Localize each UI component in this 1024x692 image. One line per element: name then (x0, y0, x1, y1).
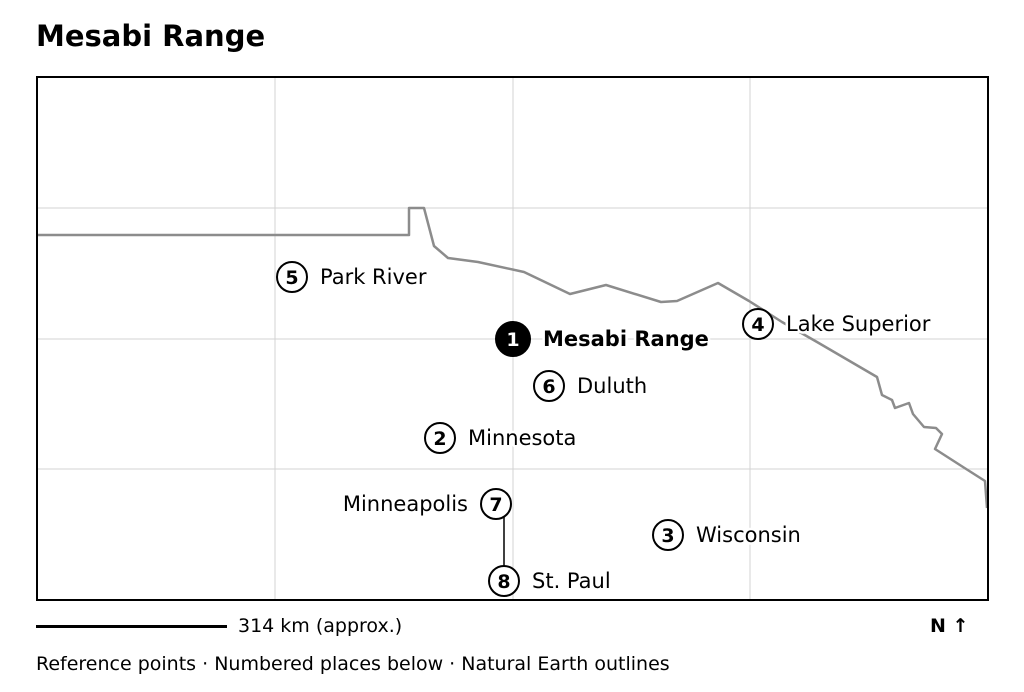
map-marker-3[interactable]: 3 Wisconsin (652, 519, 803, 551)
marker-circle[interactable] (488, 565, 520, 597)
map-caption: Reference points · Numbered places below… (36, 653, 670, 675)
map-marker-1[interactable]: 1 Mesabi Range (495, 321, 711, 357)
marker-label: Lake Superior (786, 312, 931, 336)
map-canvas[interactable]: 1 Mesabi Range 2 Minnesota 3 Wisconsin 4 Lake S… (38, 78, 987, 599)
marker-label: Minnesota (468, 426, 576, 450)
boundary-line (38, 206, 987, 509)
marker-number: 8 (497, 571, 510, 593)
map-marker-8[interactable]: 8 St. Paul (488, 565, 613, 597)
marker-number: 7 (489, 494, 502, 516)
marker-label: Mesabi Range (543, 327, 709, 351)
marker-number: 5 (285, 267, 298, 289)
marker-label: Wisconsin (696, 523, 801, 547)
map-marker-7[interactable]: 7 Minneapolis (340, 488, 512, 520)
scale-bar-group: 314 km (approx.) (36, 612, 402, 640)
marker-number: 6 (542, 376, 555, 398)
page-title: Mesabi Range (36, 19, 266, 53)
marker-circle[interactable] (424, 422, 456, 454)
marker-circle[interactable] (652, 519, 684, 551)
marker-label: St. Paul (532, 569, 611, 593)
marker-circle[interactable] (480, 488, 512, 520)
marker-circle[interactable] (495, 321, 531, 357)
scale-label: 314 km (approx.) (238, 615, 403, 637)
marker-number: 3 (661, 525, 674, 547)
map-markers: 1 Mesabi Range 2 Minnesota 3 Wisconsin 4 Lake S… (276, 261, 933, 597)
map-marker-5[interactable]: 5 Park River (276, 261, 429, 293)
map-marker-4[interactable]: 4 Lake Superior (742, 308, 933, 340)
marker-label: Duluth (577, 374, 647, 398)
map-marker-6[interactable]: 6 Duluth (533, 370, 650, 402)
marker-label: Minneapolis (343, 492, 468, 516)
marker-label: Park River (320, 265, 427, 289)
scale-bar (36, 624, 227, 628)
marker-number: 4 (751, 314, 764, 336)
marker-circle[interactable] (276, 261, 308, 293)
marker-circle[interactable] (742, 308, 774, 340)
map-marker-2[interactable]: 2 Minnesota (424, 422, 579, 454)
marker-number: 1 (506, 329, 519, 351)
north-arrow: N ↑ (930, 615, 969, 637)
marker-circle[interactable] (533, 370, 565, 402)
map-panel[interactable]: 1 Mesabi Range 2 Minnesota 3 Wisconsin 4 Lake S… (36, 76, 989, 601)
marker-number: 2 (433, 428, 446, 450)
